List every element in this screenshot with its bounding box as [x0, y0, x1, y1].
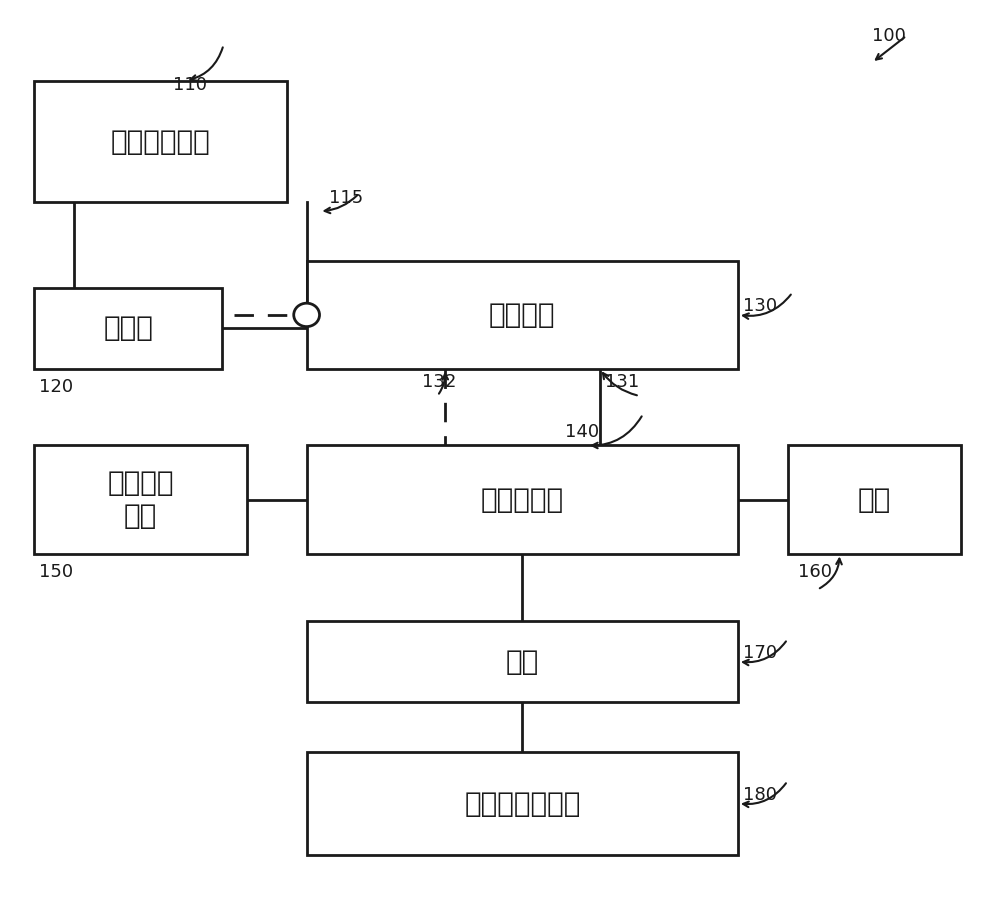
Text: （无线）
连接: （无线） 连接 [107, 469, 174, 530]
Text: 电子模块: 电子模块 [489, 301, 556, 329]
Text: 血管进入设备: 血管进入设备 [110, 127, 210, 155]
Text: 110: 110 [173, 76, 207, 95]
Text: 150: 150 [39, 563, 73, 581]
Text: 180: 180 [743, 785, 777, 804]
Text: 外设: 外设 [858, 485, 891, 514]
Text: 130: 130 [743, 297, 777, 315]
Text: 140: 140 [565, 423, 600, 441]
Text: 适配器: 适配器 [103, 315, 153, 343]
Bar [34, 81, 287, 203]
Text: 120: 120 [39, 378, 73, 396]
Text: 160: 160 [798, 563, 832, 581]
Text: 100: 100 [872, 26, 906, 45]
Text: 132: 132 [422, 374, 457, 392]
Text: 170: 170 [743, 644, 777, 662]
Bar [307, 621, 738, 702]
Bar [34, 445, 247, 554]
Bar [34, 288, 222, 369]
Text: 计算机模块: 计算机模块 [481, 485, 564, 514]
Circle shape [294, 304, 320, 326]
Bar [307, 261, 738, 369]
Text: 算法: 算法 [506, 647, 539, 675]
Bar [788, 445, 961, 554]
Bar [307, 445, 738, 554]
Text: 115: 115 [329, 189, 364, 207]
Bar [307, 752, 738, 855]
Text: 图形使用者界面: 图形使用者界面 [464, 790, 580, 817]
Text: 131: 131 [605, 374, 639, 392]
